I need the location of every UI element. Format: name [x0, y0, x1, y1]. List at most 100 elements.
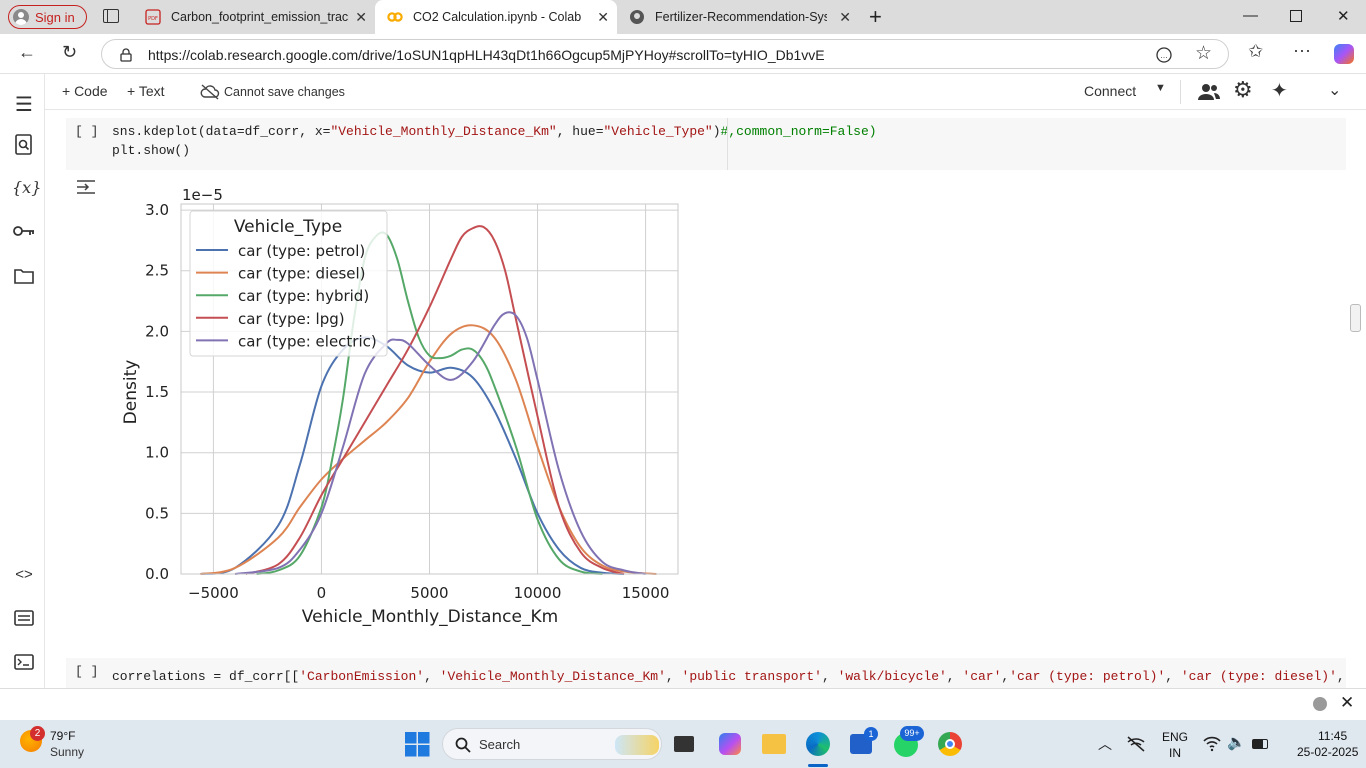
- code-cell[interactable]: [ ] correlations = df_corr[['CarbonEmiss…: [66, 658, 1346, 688]
- profile-icon: [13, 9, 29, 25]
- sign-in-button[interactable]: Sign in: [8, 5, 87, 29]
- taskbar-search-box[interactable]: Search: [442, 728, 662, 760]
- variables-icon[interactable]: {x}: [12, 178, 42, 197]
- scrollbar-thumb[interactable]: [1350, 304, 1361, 332]
- close-tab-icon[interactable]: ✕: [597, 9, 609, 25]
- restore-icon[interactable]: [1290, 10, 1302, 22]
- file-explorer-icon[interactable]: [762, 734, 786, 754]
- kde-plot: −5000 0 5000 10000 15000 0.0 0.5 1.0 1.5 2.0 2.5 3.…: [121, 186, 679, 627]
- add-code-button[interactable]: + Code: [62, 83, 108, 99]
- search-highlight-image: [615, 735, 659, 755]
- tab-actions-icon[interactable]: [103, 9, 119, 23]
- legend-entry: car (type: petrol): [238, 242, 365, 260]
- secrets-key-icon[interactable]: [12, 224, 36, 248]
- edge-browser-icon[interactable]: [806, 732, 830, 756]
- weather-text: Sunny: [50, 745, 85, 759]
- connect-dropdown-icon[interactable]: ▼: [1155, 82, 1166, 94]
- x-axis-label: Vehicle_Monthly_Distance_Km: [302, 607, 558, 627]
- legend-box: [189, 210, 388, 357]
- store-badge: 1: [864, 727, 878, 741]
- minimize-icon[interactable]: —: [1243, 7, 1258, 24]
- copilot-icon[interactable]: [1334, 44, 1354, 64]
- run-cell-button[interactable]: [ ]: [75, 664, 99, 679]
- terminal-icon[interactable]: [12, 654, 36, 678]
- close-bar-icon[interactable]: ✕: [1340, 693, 1355, 712]
- legend-title: Vehicle_Type: [234, 217, 342, 237]
- files-folder-icon[interactable]: [12, 268, 36, 292]
- whatsapp-badge: 99+: [900, 726, 924, 741]
- kde-curve-car-type-lpg-: [245, 225, 625, 575]
- reader-icon[interactable]: …: [1155, 46, 1173, 64]
- hidden-icons-chevron-icon[interactable]: ︿: [1098, 736, 1112, 752]
- windows-start-icon[interactable]: [405, 732, 430, 757]
- code-line: sns.kdeplot(data=df_corr, x="Vehicle_Mon…: [112, 124, 877, 139]
- y-tick-label: 1.5: [145, 383, 169, 401]
- legend-entry: car (type: diesel): [238, 265, 366, 283]
- address-bar[interactable]: https://colab.research.google.com/drive/…: [101, 39, 1229, 69]
- volume-icon[interactable]: 🔈: [1227, 734, 1246, 751]
- ruler-line: [727, 118, 728, 170]
- search-icon: [455, 737, 471, 753]
- new-tab-icon[interactable]: +: [869, 4, 882, 29]
- find-icon[interactable]: [12, 134, 36, 158]
- sign-in-label: Sign in: [35, 9, 75, 25]
- y-tick-label: 0.5: [145, 504, 169, 522]
- x-tick-label: 5000: [410, 584, 448, 602]
- refresh-icon[interactable]: ↻: [62, 42, 78, 62]
- kde-curve-car-type-diesel-: [200, 324, 657, 575]
- table-of-contents-icon[interactable]: ☰: [15, 94, 33, 116]
- y-tick-label: 1.0: [145, 444, 169, 462]
- share-people-icon[interactable]: [1197, 82, 1221, 102]
- back-icon[interactable]: ←: [18, 42, 36, 62]
- copilot-taskbar-icon[interactable]: [719, 733, 741, 755]
- close-window-icon[interactable]: ✕: [1337, 8, 1350, 25]
- output-toggle-icon[interactable]: [76, 179, 96, 195]
- task-view-icon[interactable]: [674, 736, 694, 752]
- battery-icon[interactable]: [1252, 739, 1268, 749]
- y-tick-label: 3.0: [145, 201, 169, 219]
- legend-entry: car (type: hybrid): [238, 287, 369, 305]
- favorite-star-icon[interactable]: ☆: [1195, 43, 1213, 64]
- code-snippets-icon[interactable]: <>: [15, 566, 33, 583]
- url-text: https://colab.research.google.com/drive/…: [148, 47, 825, 63]
- tab-github[interactable]: Fertilizer-Recommendation-Syste ✕: [617, 0, 859, 34]
- y-tick-label: 0.0: [145, 565, 169, 583]
- windows-taskbar: 2 79°F Sunny Search 1 99+ ︿ ENG IN 🔈 11:…: [0, 720, 1366, 768]
- legend-entry: car (type: electric): [238, 332, 377, 350]
- github-icon: [630, 10, 644, 24]
- x-tick-label: −5000: [188, 584, 239, 602]
- connect-button[interactable]: Connect: [1084, 83, 1137, 99]
- network-off-icon[interactable]: [1126, 736, 1146, 752]
- plot-frame: [180, 203, 679, 575]
- close-tab-icon[interactable]: ✕: [355, 9, 367, 25]
- run-cell-button[interactable]: [ ]: [75, 124, 99, 139]
- active-app-indicator: [808, 764, 828, 767]
- y-scale-label: 1e−5: [182, 186, 223, 204]
- y-tick-label: 2.5: [145, 262, 169, 280]
- site-info-icon[interactable]: [118, 47, 134, 63]
- code-cell[interactable]: [ ] sns.kdeplot(data=df_corr, x="Vehicle…: [66, 118, 1346, 170]
- chrome-icon[interactable]: [938, 732, 962, 756]
- more-menu-icon[interactable]: ···: [1293, 40, 1311, 60]
- kde-curve-car-type-hybrid-: [256, 231, 603, 575]
- notification-bar: ✕: [0, 688, 1366, 720]
- gemini-sparkle-icon[interactable]: ✦: [1271, 80, 1288, 102]
- wifi-icon[interactable]: [1203, 736, 1221, 752]
- browser-tab-strip: Sign in PDF Carbon_footprint_emission_tr…: [0, 0, 1366, 34]
- weather-badge: 2: [30, 726, 45, 741]
- clock-date: 25-02-2025: [1297, 745, 1359, 759]
- command-palette-icon[interactable]: [12, 610, 36, 634]
- settings-gear-icon[interactable]: ⚙: [1233, 77, 1253, 102]
- kde-curve-car-type-petrol-: [200, 336, 625, 575]
- tab-colab[interactable]: CO2 Calculation.ipynb - Colab ✕: [375, 0, 617, 34]
- favorites-icon[interactable]: ✩: [1248, 41, 1264, 61]
- colab-sidebar: ☰ {x} <>: [0, 74, 45, 688]
- collapse-chevron-icon[interactable]: ⌄: [1328, 82, 1342, 99]
- language-text[interactable]: ENG: [1162, 730, 1189, 744]
- tab-pdf[interactable]: PDF Carbon_footprint_emission_trackin ✕: [133, 0, 375, 34]
- kde-curve-car-type-electric-: [234, 311, 646, 575]
- close-tab-icon[interactable]: ✕: [839, 9, 851, 25]
- tab-title: Carbon_footprint_emission_trackin: [171, 10, 349, 24]
- add-text-button[interactable]: + Text: [127, 83, 165, 99]
- clock-time[interactable]: 11:45: [1318, 729, 1348, 743]
